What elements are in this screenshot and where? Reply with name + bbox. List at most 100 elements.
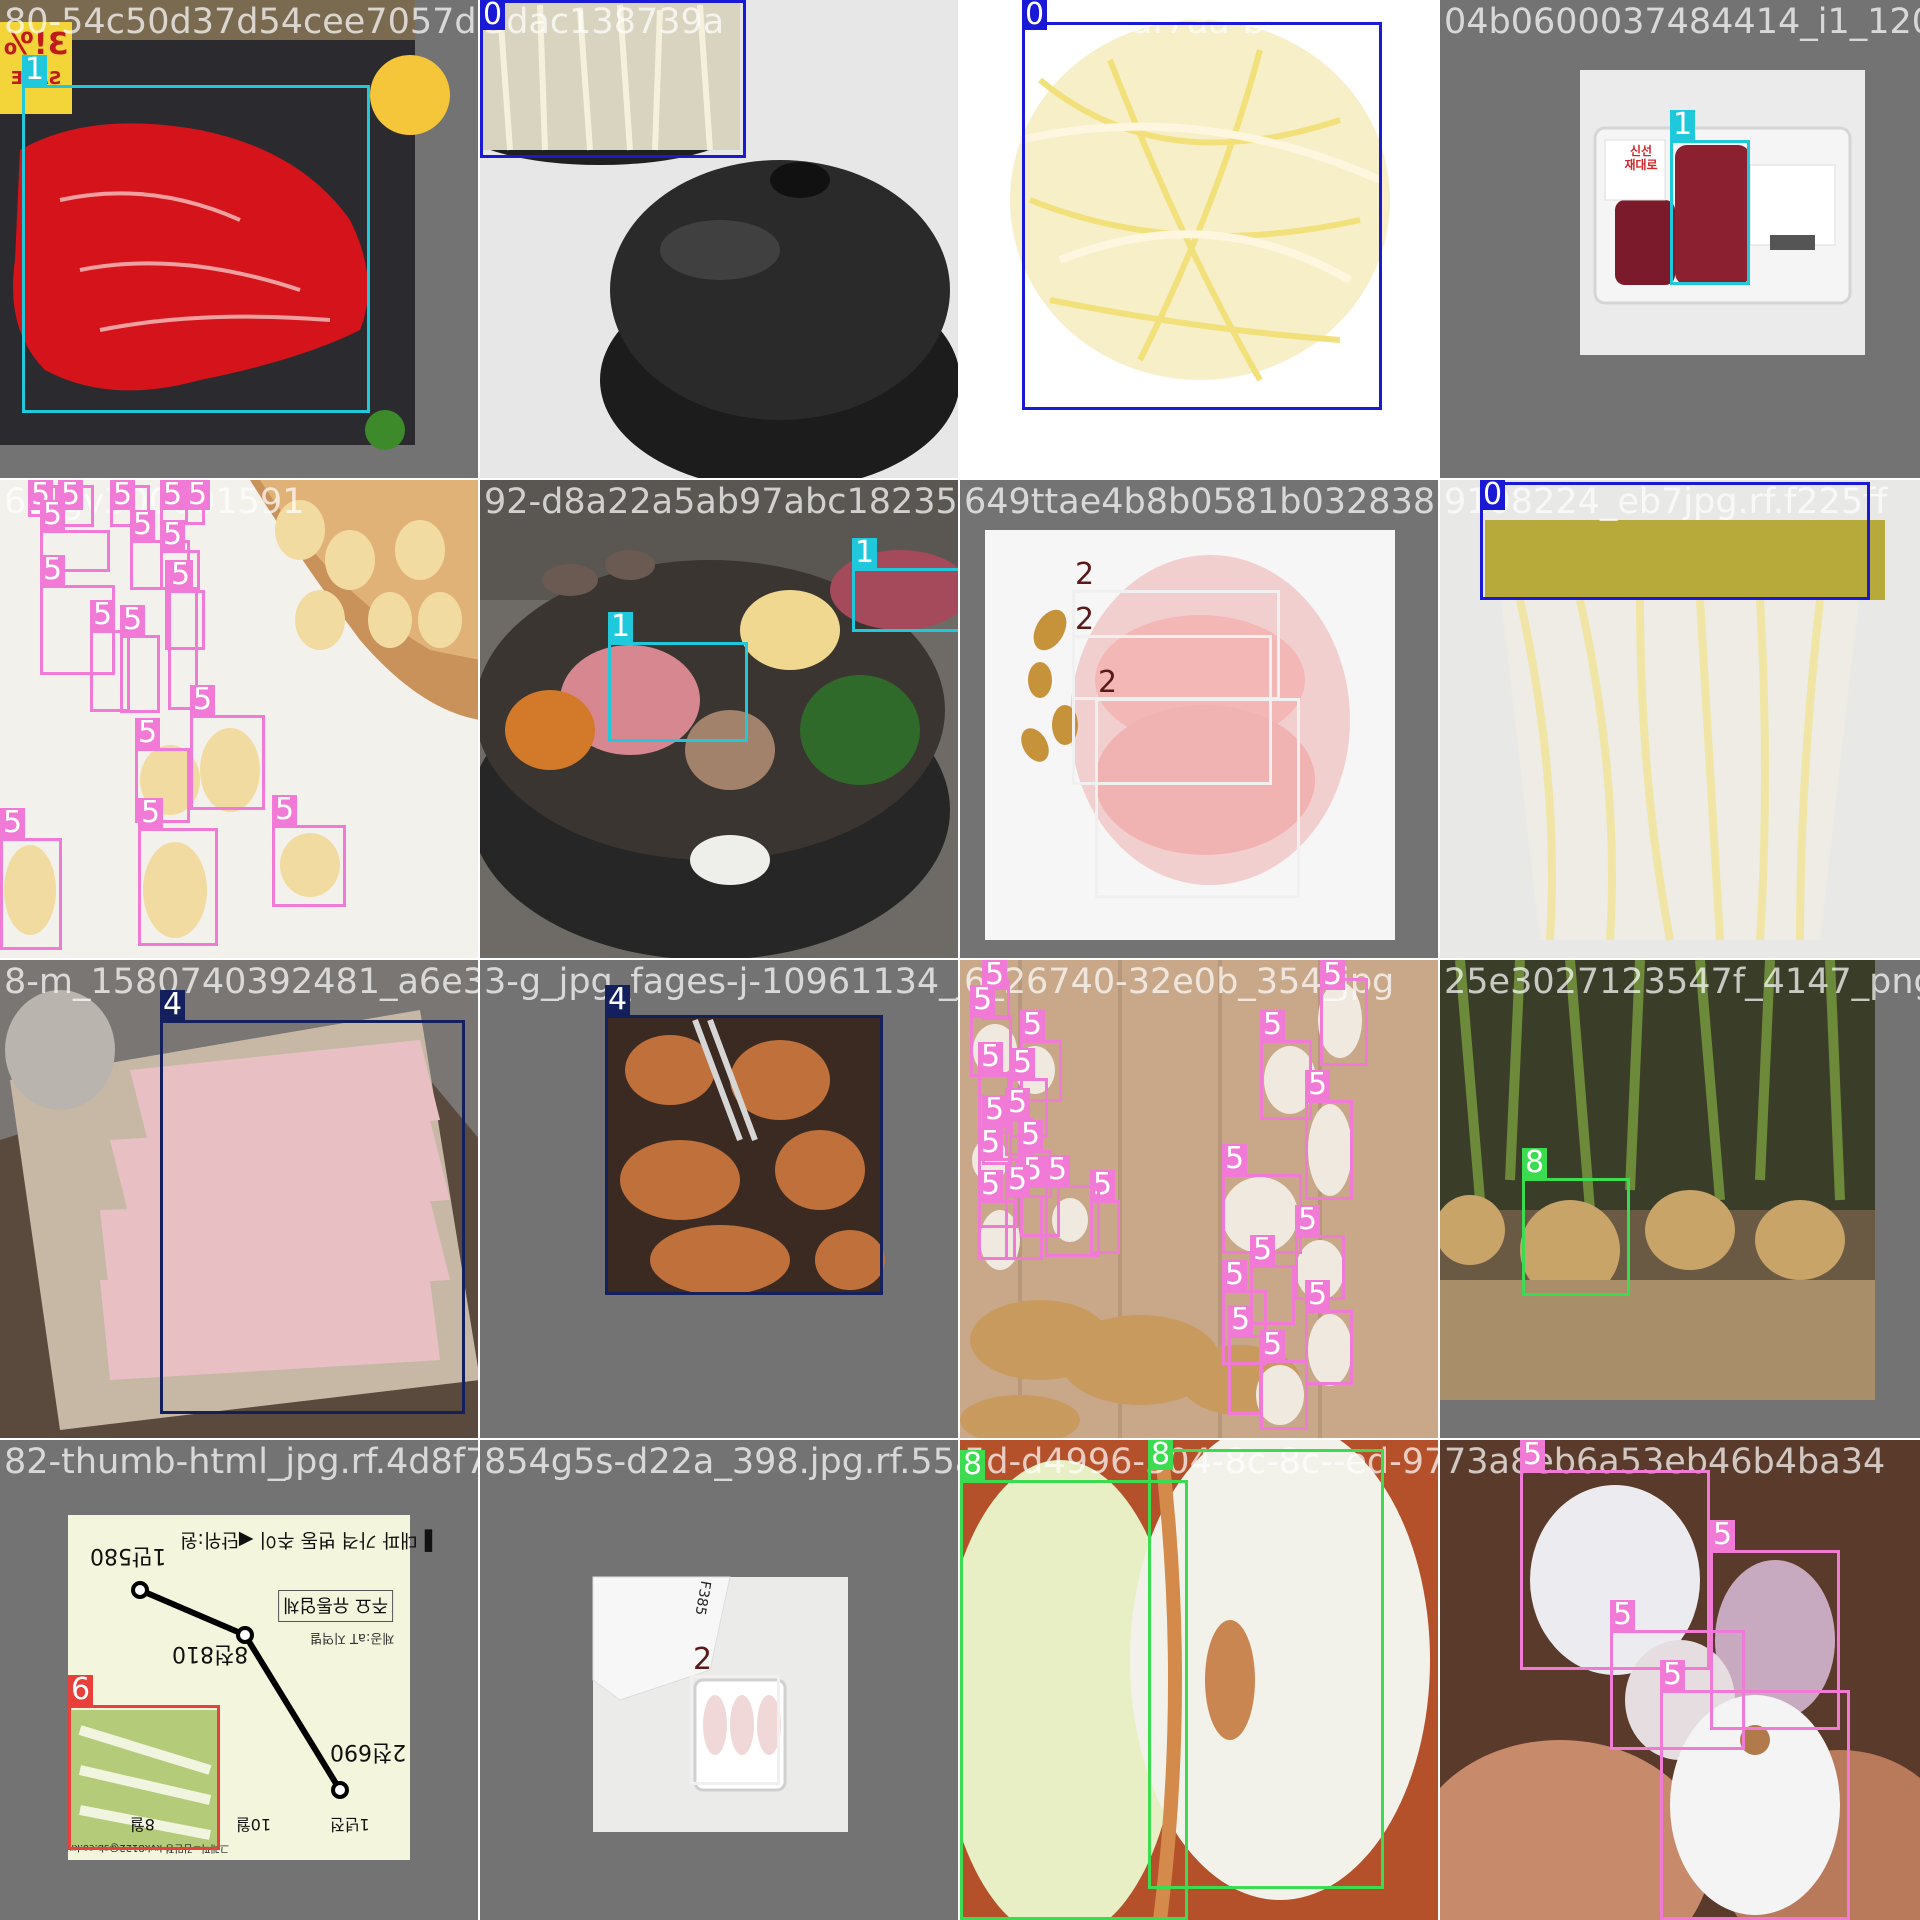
bbox-label: 5 bbox=[138, 798, 164, 828]
tile-r1c2-sprouts-pot: 3dac138739a 0 bbox=[478, 0, 962, 482]
bbox-label: 4 bbox=[160, 990, 186, 1020]
bbox-class-8 bbox=[1522, 1178, 1630, 1296]
bbox-class-5 bbox=[190, 715, 265, 810]
tile-r4c2-drumsticks: F385 854g5s-d22a_398.jpg.rf.55a3ea5c 2 bbox=[478, 1438, 962, 1920]
tile-r4c1-price-chart: ▌대파 가격 변동 추이 ◀단위:원 주요 유통업체 제공:aT 지역별 1만5… bbox=[0, 1438, 482, 1920]
bbox-label: 8 bbox=[1522, 1148, 1548, 1178]
bbox-class-5 bbox=[1260, 1360, 1308, 1430]
tile-r1c4-meat-package: 신선 재대로 04b0600037484414_i1_1200 1 bbox=[1438, 0, 1920, 482]
bbox-label: 5 bbox=[1305, 1070, 1331, 1100]
bbox-label: 5 bbox=[1228, 1305, 1254, 1335]
bbox-label: 8 bbox=[960, 1450, 986, 1480]
tile-r1c1-beef-steak: 3!% SALE 80-54c50d37d54cee7057dc5 1 bbox=[0, 0, 482, 482]
bbox-label: 5 bbox=[1260, 1010, 1286, 1040]
bbox-label: 2 bbox=[693, 1642, 713, 1677]
bbox-class-5 bbox=[40, 530, 110, 572]
bbox-label: 5 bbox=[160, 520, 186, 550]
tile-r2c4-sprouts-cup: 9108224_eb7jpg.rf.f225ff 0 bbox=[1438, 478, 1920, 962]
tile-r3c4-onion-field: 25e3027123547f_4147_png 8 bbox=[1438, 958, 1920, 1442]
bbox-label: 5 bbox=[982, 1095, 1008, 1125]
bbox-class-5 bbox=[1090, 1200, 1120, 1254]
bbox-label: 5 bbox=[1005, 1165, 1031, 1195]
x-label-2: 10월 bbox=[236, 1815, 272, 1834]
bbox-label: 5 bbox=[1090, 1170, 1116, 1200]
bbox-class-5 bbox=[138, 828, 218, 946]
bbox-class-5 bbox=[1250, 1265, 1295, 1325]
bbox-label: 5 bbox=[1005, 1088, 1031, 1118]
bbox-class-5 bbox=[90, 630, 130, 712]
bbox-label: 5 bbox=[272, 795, 298, 825]
price-chart-photo bbox=[0, 1440, 480, 1920]
bbox-label: 1 bbox=[852, 538, 878, 568]
sprouts-cup-photo bbox=[1440, 480, 1920, 960]
bbox-class-5 bbox=[1660, 1690, 1850, 1920]
bbox-label: 0 bbox=[1022, 0, 1048, 30]
bbox-label: 8 bbox=[1148, 1440, 1174, 1470]
bbox-label: 5 bbox=[1520, 1440, 1546, 1470]
tile-r2c2-hotpot: 92-d8a22a5ab97abc18235500 11 bbox=[478, 478, 962, 962]
bbox-class-5 bbox=[0, 838, 62, 950]
onion-halves-photo bbox=[960, 1440, 1440, 1920]
tile-r1c3-sprouts-pile: 54e-a124af7aa-bd8-84-ec-9a 0 bbox=[958, 0, 1442, 482]
bbox-label: 5 bbox=[190, 685, 216, 715]
bbox-label: 1 bbox=[22, 55, 48, 85]
bbox-class-1 bbox=[1670, 140, 1750, 285]
bbox-label: 5 bbox=[1020, 1010, 1046, 1040]
chart-title: ▌대파 가격 변동 추이 ◀단위:원 bbox=[180, 1529, 433, 1551]
bbox-label: 5 bbox=[1250, 1235, 1276, 1265]
bbox-label: 5 bbox=[1295, 1205, 1321, 1235]
bbox-class-5 bbox=[1710, 1550, 1840, 1730]
bbox-label: 5 bbox=[185, 480, 211, 510]
bbox-label: 5 bbox=[1320, 960, 1346, 990]
bbox-label: 5 bbox=[135, 718, 161, 748]
bbox-label: 5 bbox=[168, 560, 194, 590]
bbox-class-2 bbox=[1095, 698, 1300, 898]
bbox-class-5 bbox=[272, 825, 346, 907]
drumsticks-photo bbox=[480, 1440, 960, 1920]
bbox-label: 5 bbox=[1610, 1600, 1636, 1630]
bbox-class-5 bbox=[1222, 1290, 1267, 1365]
bbox-class-2 bbox=[690, 1675, 780, 1785]
bbox-label: 5 bbox=[970, 985, 996, 1015]
price-label-1: 1만580 bbox=[90, 1543, 167, 1568]
bbox-label: 5 bbox=[1222, 1144, 1248, 1174]
bbox-label: 5 bbox=[1020, 1155, 1046, 1185]
tile-r2c3-chicken-breast: 649ttae4b8b0581b03283819276 222 bbox=[958, 478, 1442, 962]
bbox-label: 4 bbox=[605, 985, 631, 1015]
bbox-class-5 bbox=[168, 590, 198, 710]
bbox-label: 5 bbox=[130, 510, 156, 540]
pork-belly-photo bbox=[0, 960, 480, 1440]
bbox-label: 5 bbox=[1305, 1280, 1331, 1310]
bbox-label: 5 bbox=[1010, 1048, 1036, 1078]
bbox-class-1 bbox=[852, 568, 960, 632]
bbox-label: 5 bbox=[1018, 1120, 1044, 1150]
tile-r3c2-grilled-pork: 3-g_jpg_fages-j-10961134_j 4 bbox=[478, 958, 962, 1442]
bbox-label: 1 bbox=[608, 612, 634, 642]
bbox-class-0 bbox=[1480, 482, 1870, 600]
bbox-label: 2 bbox=[1075, 557, 1095, 592]
price-label-2: 8천810 bbox=[172, 1641, 249, 1666]
chart-note: 제공:aT 지역별 bbox=[310, 1630, 395, 1645]
bbox-class-5 bbox=[1005, 1195, 1043, 1260]
bbox-label: 5 bbox=[1710, 1520, 1736, 1550]
bbox-class-0 bbox=[480, 0, 746, 158]
bbox-class-5 bbox=[1305, 1100, 1353, 1200]
bbox-class-5 bbox=[1305, 1310, 1353, 1385]
bbox-label: 2 bbox=[1075, 602, 1095, 637]
bbox-class-1 bbox=[608, 642, 748, 742]
bbox-label: 5 bbox=[58, 480, 84, 510]
bbox-class-5 bbox=[970, 1015, 1012, 1077]
hotpot-photo bbox=[480, 480, 960, 960]
bbox-label: 0 bbox=[1480, 480, 1506, 510]
chart-subtitle: 주요 유통업체 bbox=[278, 1590, 394, 1622]
sprouts-pile-photo bbox=[960, 0, 1440, 480]
bbox-label: 5 bbox=[90, 600, 116, 630]
bbox-label: 5 bbox=[978, 1170, 1004, 1200]
x-label-3: 1년전 bbox=[330, 1815, 370, 1834]
sprouts-pot-photo bbox=[480, 0, 960, 480]
bbox-label: 5 bbox=[978, 1042, 1004, 1072]
bbox-class-4 bbox=[605, 1015, 883, 1295]
